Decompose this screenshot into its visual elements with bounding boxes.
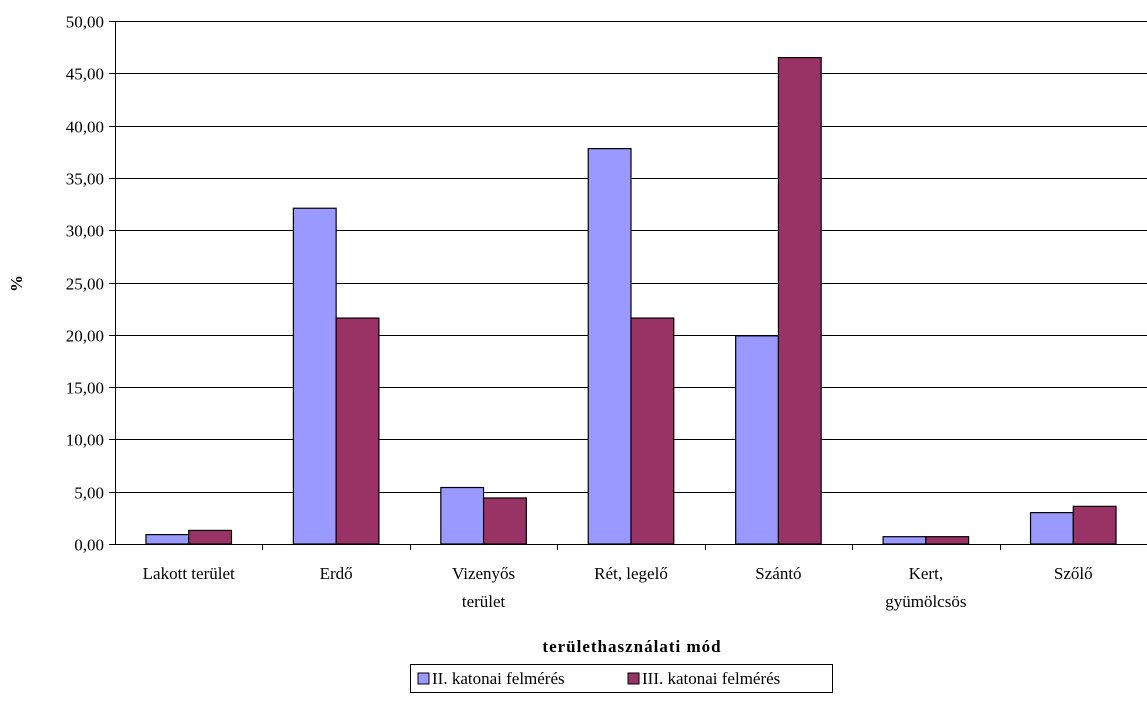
y-tick-label: 20,00 (66, 327, 104, 346)
y-tick-label: 30,00 (66, 222, 104, 241)
bar-ii-katonai-felmeres (587, 148, 632, 545)
bar-iii-katonai-felmeres (1072, 505, 1117, 545)
bar-ii-katonai-felmeres (882, 536, 927, 545)
y-tick-label: 35,00 (66, 170, 104, 189)
legend-box (410, 664, 833, 693)
x-tick-label: Lakott terület (143, 564, 235, 583)
x-tick-label: Szántó (755, 564, 801, 583)
y-axis-title: % (7, 274, 26, 292)
bar-iii-katonai-felmeres (925, 536, 970, 545)
y-tick-label: 25,00 (66, 275, 104, 294)
bar-ii-katonai-felmeres (145, 533, 190, 545)
y-tick-label: 50,00 (66, 13, 104, 32)
legend-label: III. katonai felmérés (642, 669, 780, 688)
legend-label: II. katonai felmérés (432, 669, 565, 688)
legend-swatch (417, 672, 430, 685)
bar-ii-katonai-felmeres (1029, 512, 1074, 545)
x-tick-label: Kert, (909, 564, 943, 583)
x-tick-label: Vizenyős (452, 564, 515, 583)
y-tick-label: 40,00 (66, 118, 104, 137)
x-tick-label: gyümölcsös (885, 592, 966, 611)
x-tick-label: Erdő (320, 564, 353, 583)
bar-iii-katonai-felmeres (630, 317, 675, 545)
y-tick-label: 45,00 (66, 65, 104, 84)
bar-ii-katonai-felmeres (440, 486, 485, 545)
bar-iii-katonai-felmeres (188, 529, 233, 545)
legend-swatch (627, 672, 640, 685)
y-tick-label: 15,00 (66, 379, 104, 398)
x-tick-label: terület (462, 592, 506, 611)
x-tick-label: Rét, legelő (594, 564, 668, 583)
x-axis-labels: Lakott terület Erdő Vizenyős terület Rét, le… (143, 564, 1093, 611)
y-axis-ticks: 0,00 5,00 10,00 15,00 20,00 25,00 30,00 35,00 40… (66, 13, 115, 555)
x-axis-title: területhasználati mód (542, 637, 721, 656)
bar-iii-katonai-felmeres (482, 497, 527, 545)
bar-iii-katonai-felmeres (777, 57, 822, 545)
bar-ii-katonai-felmeres (735, 335, 780, 545)
axes (115, 21, 1147, 550)
y-tick-label: 0,00 (74, 536, 104, 555)
y-tick-label: 10,00 (66, 431, 104, 450)
bars (145, 57, 1117, 545)
y-tick-label: 5,00 (74, 484, 104, 503)
x-tick-label: Szőlő (1054, 564, 1093, 583)
bar-iii-katonai-felmeres (335, 317, 380, 545)
bar-ii-katonai-felmeres (292, 207, 337, 545)
legend: II. katonai felmérés III. katonai felméré… (410, 664, 833, 693)
